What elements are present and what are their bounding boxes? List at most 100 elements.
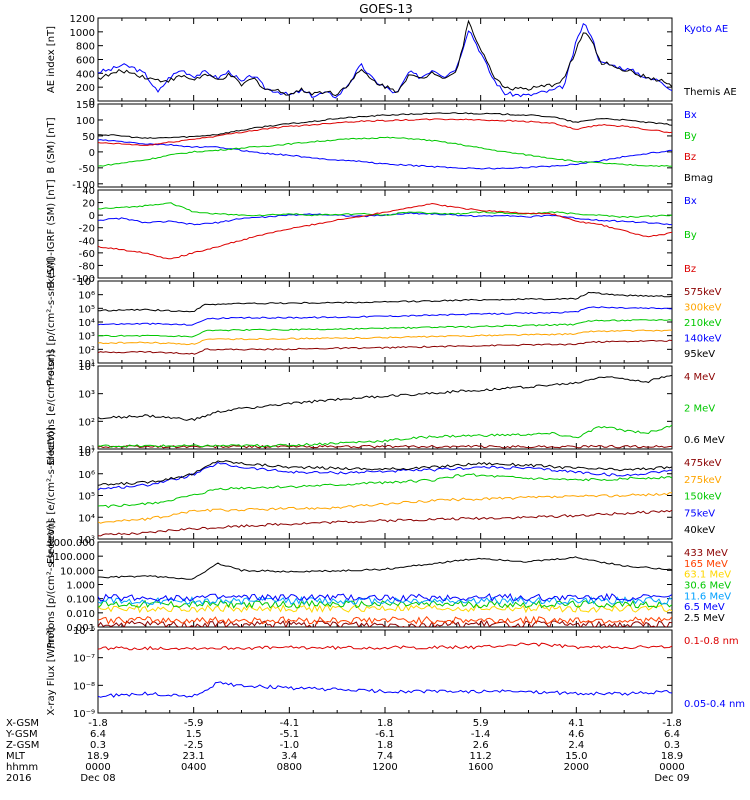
legend-entry: 575keV bbox=[684, 287, 722, 298]
legend-entry: 63.1 MeV bbox=[684, 570, 731, 581]
plot-title: GOES-13 bbox=[359, 2, 413, 16]
ephemeris-value: 0400 bbox=[181, 762, 206, 773]
series-line-2-mev bbox=[98, 424, 672, 448]
y-tick-label: 10⁷ bbox=[78, 448, 95, 459]
y-tick-label: 0 bbox=[89, 211, 95, 222]
y-axis-label: X-ray Flux [W/m²] bbox=[46, 627, 57, 715]
ephemeris-table: X-GSMY-GSMZ-GSMMLThhmm2016-1.86.40.318.9… bbox=[5, 718, 690, 784]
series-line-0-1-0-8-nm bbox=[98, 642, 672, 651]
y-axis-label: AE index [nT] bbox=[46, 26, 57, 93]
series-line-300kev bbox=[98, 329, 672, 346]
ephemeris-value: 0800 bbox=[277, 762, 302, 773]
y-tick-label: 10¹ bbox=[78, 445, 95, 456]
series-line-themis-ae bbox=[98, 19, 672, 97]
legend-entry: Bz bbox=[684, 264, 696, 275]
y-tick-label: -50 bbox=[79, 164, 95, 175]
legend-entry: 475keV bbox=[684, 458, 722, 469]
ephemeris-value: Dec 09 bbox=[654, 773, 689, 784]
series-line-6-5-mev bbox=[98, 592, 672, 602]
series-line-210kev bbox=[98, 319, 672, 338]
y-tick-label: 10⁻⁹ bbox=[73, 709, 95, 720]
y-tick-label: 10⁷ bbox=[78, 277, 95, 288]
legend-entry: 2.5 MeV bbox=[684, 613, 725, 624]
y-tick-label: 10⁴ bbox=[78, 318, 95, 329]
y-axis-label: Protons [p/(cm²-s-sr-keV)] bbox=[46, 520, 57, 648]
series-line-bz bbox=[98, 118, 672, 146]
y-tick-label: 100.000 bbox=[54, 552, 95, 563]
legend-entry: Bx bbox=[684, 110, 697, 121]
y-tick-label: -100 bbox=[72, 180, 95, 191]
y-tick-label: 0.010 bbox=[66, 609, 95, 620]
y-tick-label: 150 bbox=[76, 100, 95, 111]
series-line-165-mev bbox=[98, 615, 672, 625]
ephemeris-value: -4.1 bbox=[280, 718, 300, 729]
panel-xray: 10⁻⁹ 10⁻⁸ 10⁻⁷ 10⁻⁶ X-ray Flux [W/m²] 0.1-0.8… bbox=[46, 626, 745, 720]
y-tick-label: 1200 bbox=[70, 14, 95, 25]
y-tick-label: 800 bbox=[76, 42, 95, 53]
y-tick-label: 10³ bbox=[78, 390, 95, 401]
series-line-40kev bbox=[98, 460, 672, 486]
y-tick-label: 0.001 bbox=[66, 623, 95, 634]
legend-entry: 75keV bbox=[684, 508, 715, 519]
ephemeris-value: Dec 08 bbox=[80, 773, 115, 784]
y-tick-label: 1000 bbox=[70, 28, 95, 39]
series-line-63-1-mev bbox=[98, 603, 672, 614]
ephemeris-row-label: Y-GSM bbox=[5, 729, 38, 740]
y-tick-label: -20 bbox=[79, 224, 95, 235]
panel-electrons_mev: 10¹ 10² 10³ 10⁴ Electrons [e/(cm²-s-sr)] 4 Me… bbox=[46, 350, 725, 466]
panel-ae: 0 200 400 600 800 1000 1200 AE index [nT] Kyoto … bbox=[46, 14, 737, 108]
series-line-275kev bbox=[98, 492, 672, 524]
ephemeris-value: 7.4 bbox=[377, 751, 393, 762]
y-axis-label: Electrons [e/(cm²-s-sr)] bbox=[46, 350, 57, 466]
series-line-0-6-mev bbox=[98, 374, 672, 421]
legend-entry: Bx bbox=[684, 196, 697, 207]
panel-b_igrf: -100 -80-60 -40-20 020 40 B (SM)-IGRF (SM) [n… bbox=[46, 179, 697, 288]
series-group bbox=[98, 460, 672, 537]
legend-entry: 11.6 MeV bbox=[684, 591, 731, 602]
ephemeris-value: 1200 bbox=[372, 762, 397, 773]
y-tick-label: -80 bbox=[79, 261, 95, 272]
y-tick-label: 200 bbox=[76, 83, 95, 94]
ephemeris-value: 0.3 bbox=[90, 740, 106, 751]
ephemeris-value: -2.5 bbox=[184, 740, 204, 751]
panel-protons_high: 0.001 0.010 0.100 1.000 10.000 100.000 1000.00… bbox=[46, 520, 731, 648]
legend-entry: 0.05-0.4 nm bbox=[684, 699, 745, 710]
ephemeris-value: 0000 bbox=[85, 762, 110, 773]
panel-protons_low: 10¹ 10² 10³ 10⁴ 10⁵ 10⁶ 10⁷ Protons [p/(cm²-s-s… bbox=[46, 258, 722, 386]
legend-entry: 40keV bbox=[684, 525, 715, 536]
y-tick-label: 10⁶ bbox=[78, 470, 95, 481]
ephemeris-value: -5.1 bbox=[280, 729, 300, 740]
ephemeris-value: 1600 bbox=[468, 762, 493, 773]
y-tick-label: 0 bbox=[89, 148, 95, 159]
ephemeris-row-label: X-GSM bbox=[6, 718, 39, 729]
legend-entry: By bbox=[684, 230, 697, 241]
panel-b_sm: -100 -50 0 50 100 150 B (SM) [nT] Bx By Bz Bmag bbox=[46, 100, 713, 191]
series-group bbox=[98, 556, 672, 627]
ephemeris-row-label: Z-GSM bbox=[6, 740, 39, 751]
y-tick-label: 40 bbox=[82, 186, 95, 197]
ephemeris-value: -5.9 bbox=[184, 718, 204, 729]
legend-entry: 433 MeV bbox=[684, 548, 728, 559]
y-axis-label: Electrons [e/(cm²-s-sr-keV)] bbox=[46, 427, 57, 564]
y-tick-label: 10² bbox=[78, 345, 95, 356]
ephemeris-value: -1.8 bbox=[88, 718, 108, 729]
y-tick-label: -40 bbox=[79, 236, 95, 247]
ephemeris-value: 0000 bbox=[659, 762, 684, 773]
legend-entry: Kyoto AE bbox=[684, 24, 728, 35]
series-line-bx bbox=[98, 212, 672, 226]
ephemeris-value: 11.2 bbox=[470, 751, 492, 762]
y-axis-label: B (SM) [nT] bbox=[46, 117, 57, 173]
y-tick-label: 400 bbox=[76, 69, 95, 80]
panel-electrons_kev: 10³ 10⁴ 10⁵ 10⁶ 10⁷ Electrons [e/(cm²-s-sr-ke… bbox=[46, 427, 722, 564]
series-line-140kev bbox=[98, 306, 672, 326]
y-tick-label: 10⁴ bbox=[78, 362, 95, 373]
series-group bbox=[98, 202, 672, 260]
series-line-kyoto-ae bbox=[98, 22, 672, 99]
legend-entry: 210keV bbox=[684, 318, 722, 329]
ephemeris-value: -6.1 bbox=[375, 729, 395, 740]
legend-entry: 0.1-0.8 nm bbox=[684, 636, 739, 647]
legend-entry: 4 MeV bbox=[684, 372, 715, 383]
y-axis-label: Protons [p/(cm²-s-sr-keV)] bbox=[46, 258, 57, 386]
y-tick-label: -60 bbox=[79, 249, 95, 260]
